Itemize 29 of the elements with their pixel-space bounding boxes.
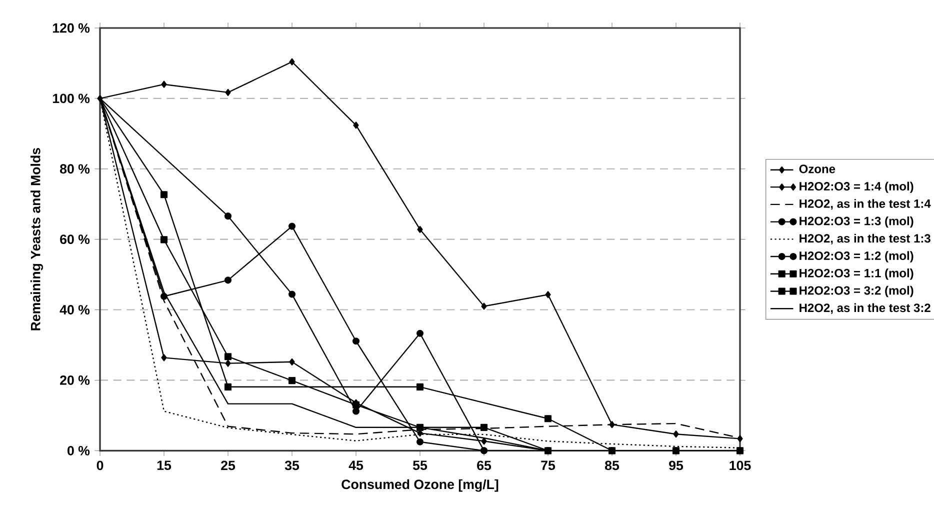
legend-label: H2O2:O3 = 1:3 (mol) [800, 216, 914, 228]
legend-label: H2O2:O3 = 1:1 (mol) [800, 268, 914, 280]
y-tick-label: 100 % [52, 94, 90, 104]
x-tick-label: 25 [221, 460, 236, 470]
x-tick-label: 35 [284, 460, 300, 470]
y-tick-label: 40 % [60, 305, 90, 315]
x-tick-label: 85 [605, 460, 620, 470]
x-tick-label: 65 [477, 460, 492, 470]
x-tick-label: 45 [348, 460, 364, 470]
y-tick-label: 20 % [60, 376, 90, 386]
x-tick-label: 105 [730, 460, 751, 470]
legend-label: H2O2:O3 = 1:4 (mol) [800, 182, 914, 194]
y-tick-label: 80 % [60, 164, 90, 174]
x-tick-label: 55 [413, 460, 428, 470]
y-tick-label: 60 % [60, 234, 90, 244]
x-tick-label: 0 [96, 460, 104, 470]
legend-label: H2O2, as in the test 1:3 [800, 234, 930, 245]
y-tick-label: 0 % [68, 446, 90, 456]
x-tick-label: 95 [669, 460, 684, 470]
y-axis-title: Remaining Yeasts and Molds [30, 148, 44, 330]
legend-label: H2O2:O3 = 3:2 (mol) [800, 286, 914, 298]
y-tick-label: 120 % [52, 23, 90, 33]
legend-label: H2O2, as in the test 1:4 [800, 199, 931, 210]
legend-label: H2O2, as in the test 3:2 [800, 303, 930, 314]
legend-label: Ozone [799, 164, 836, 174]
x-tick-label: 15 [157, 460, 172, 470]
x-axis-title: Consumed Ozone [mg/L] [342, 479, 498, 492]
x-tick-label: 75 [541, 460, 556, 470]
legend-label: H2O2:O3 = 1:2 (mol) [800, 251, 914, 263]
